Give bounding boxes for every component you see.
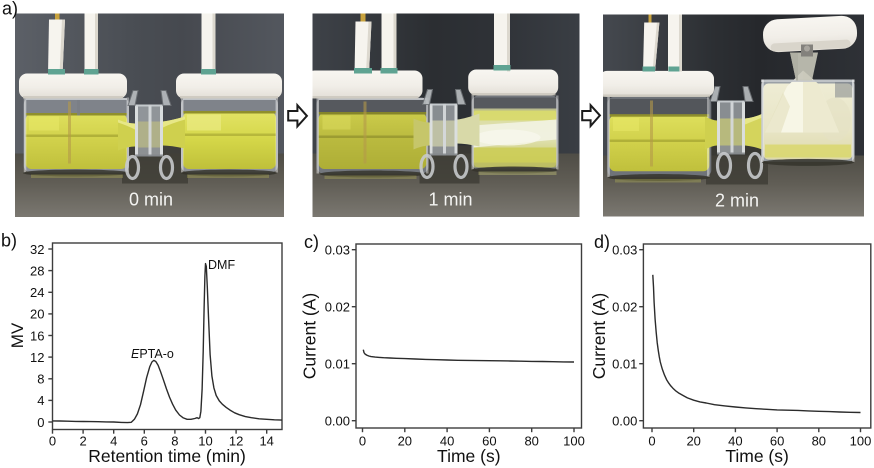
svg-text:Current (A): Current (A) [589, 293, 609, 380]
svg-text:0.01: 0.01 [325, 357, 350, 372]
svg-text:0: 0 [37, 415, 44, 430]
svg-text:0.02: 0.02 [612, 300, 637, 315]
svg-text:6: 6 [141, 434, 148, 449]
svg-text:12: 12 [30, 350, 44, 365]
svg-text:20: 20 [30, 307, 44, 322]
svg-text:Retention time (min): Retention time (min) [88, 446, 246, 466]
svg-text:0.01: 0.01 [612, 357, 637, 372]
svg-text:0.00: 0.00 [612, 414, 637, 429]
svg-text:MV: MV [8, 322, 27, 348]
svg-text:0.00: 0.00 [325, 414, 350, 429]
svg-text:2 min: 2 min [715, 191, 759, 211]
svg-text:0: 0 [49, 434, 56, 449]
svg-text:40: 40 [440, 434, 454, 449]
svg-text:24: 24 [30, 285, 44, 300]
svg-text:4: 4 [110, 434, 117, 449]
svg-text:4: 4 [37, 393, 44, 408]
svg-text:28: 28 [30, 263, 44, 278]
svg-text:Time (s): Time (s) [437, 446, 501, 466]
svg-text:20: 20 [686, 434, 700, 449]
svg-text:100: 100 [850, 434, 872, 449]
svg-text:EPTA-o: EPTA-o [131, 347, 174, 361]
svg-text:DMF: DMF [208, 258, 235, 272]
svg-text:c): c) [304, 232, 319, 252]
svg-text:0.03: 0.03 [325, 243, 350, 258]
svg-text:0.03: 0.03 [612, 243, 637, 258]
svg-text:8: 8 [171, 434, 178, 449]
svg-text:Current (A): Current (A) [300, 293, 320, 380]
svg-text:12: 12 [229, 434, 243, 449]
svg-text:2: 2 [79, 434, 86, 449]
svg-text:100: 100 [563, 434, 585, 449]
svg-text:10: 10 [198, 434, 212, 449]
svg-text:0 min: 0 min [129, 190, 173, 210]
svg-text:Time (s): Time (s) [725, 446, 789, 466]
svg-text:0: 0 [648, 434, 655, 449]
svg-text:14: 14 [259, 434, 273, 449]
svg-text:80: 80 [524, 434, 538, 449]
svg-text:b): b) [1, 231, 17, 251]
svg-text:8: 8 [37, 372, 44, 387]
svg-text:0: 0 [359, 434, 366, 449]
svg-text:a): a) [2, 0, 18, 18]
svg-text:16: 16 [30, 328, 44, 343]
svg-text:d): d) [594, 232, 610, 252]
svg-text:1 min: 1 min [428, 190, 472, 210]
svg-text:60: 60 [482, 434, 496, 449]
svg-text:20: 20 [398, 434, 412, 449]
svg-text:80: 80 [812, 434, 826, 449]
svg-text:60: 60 [770, 434, 784, 449]
svg-text:32: 32 [30, 242, 44, 257]
svg-text:0.02: 0.02 [325, 300, 350, 315]
svg-text:40: 40 [728, 434, 742, 449]
